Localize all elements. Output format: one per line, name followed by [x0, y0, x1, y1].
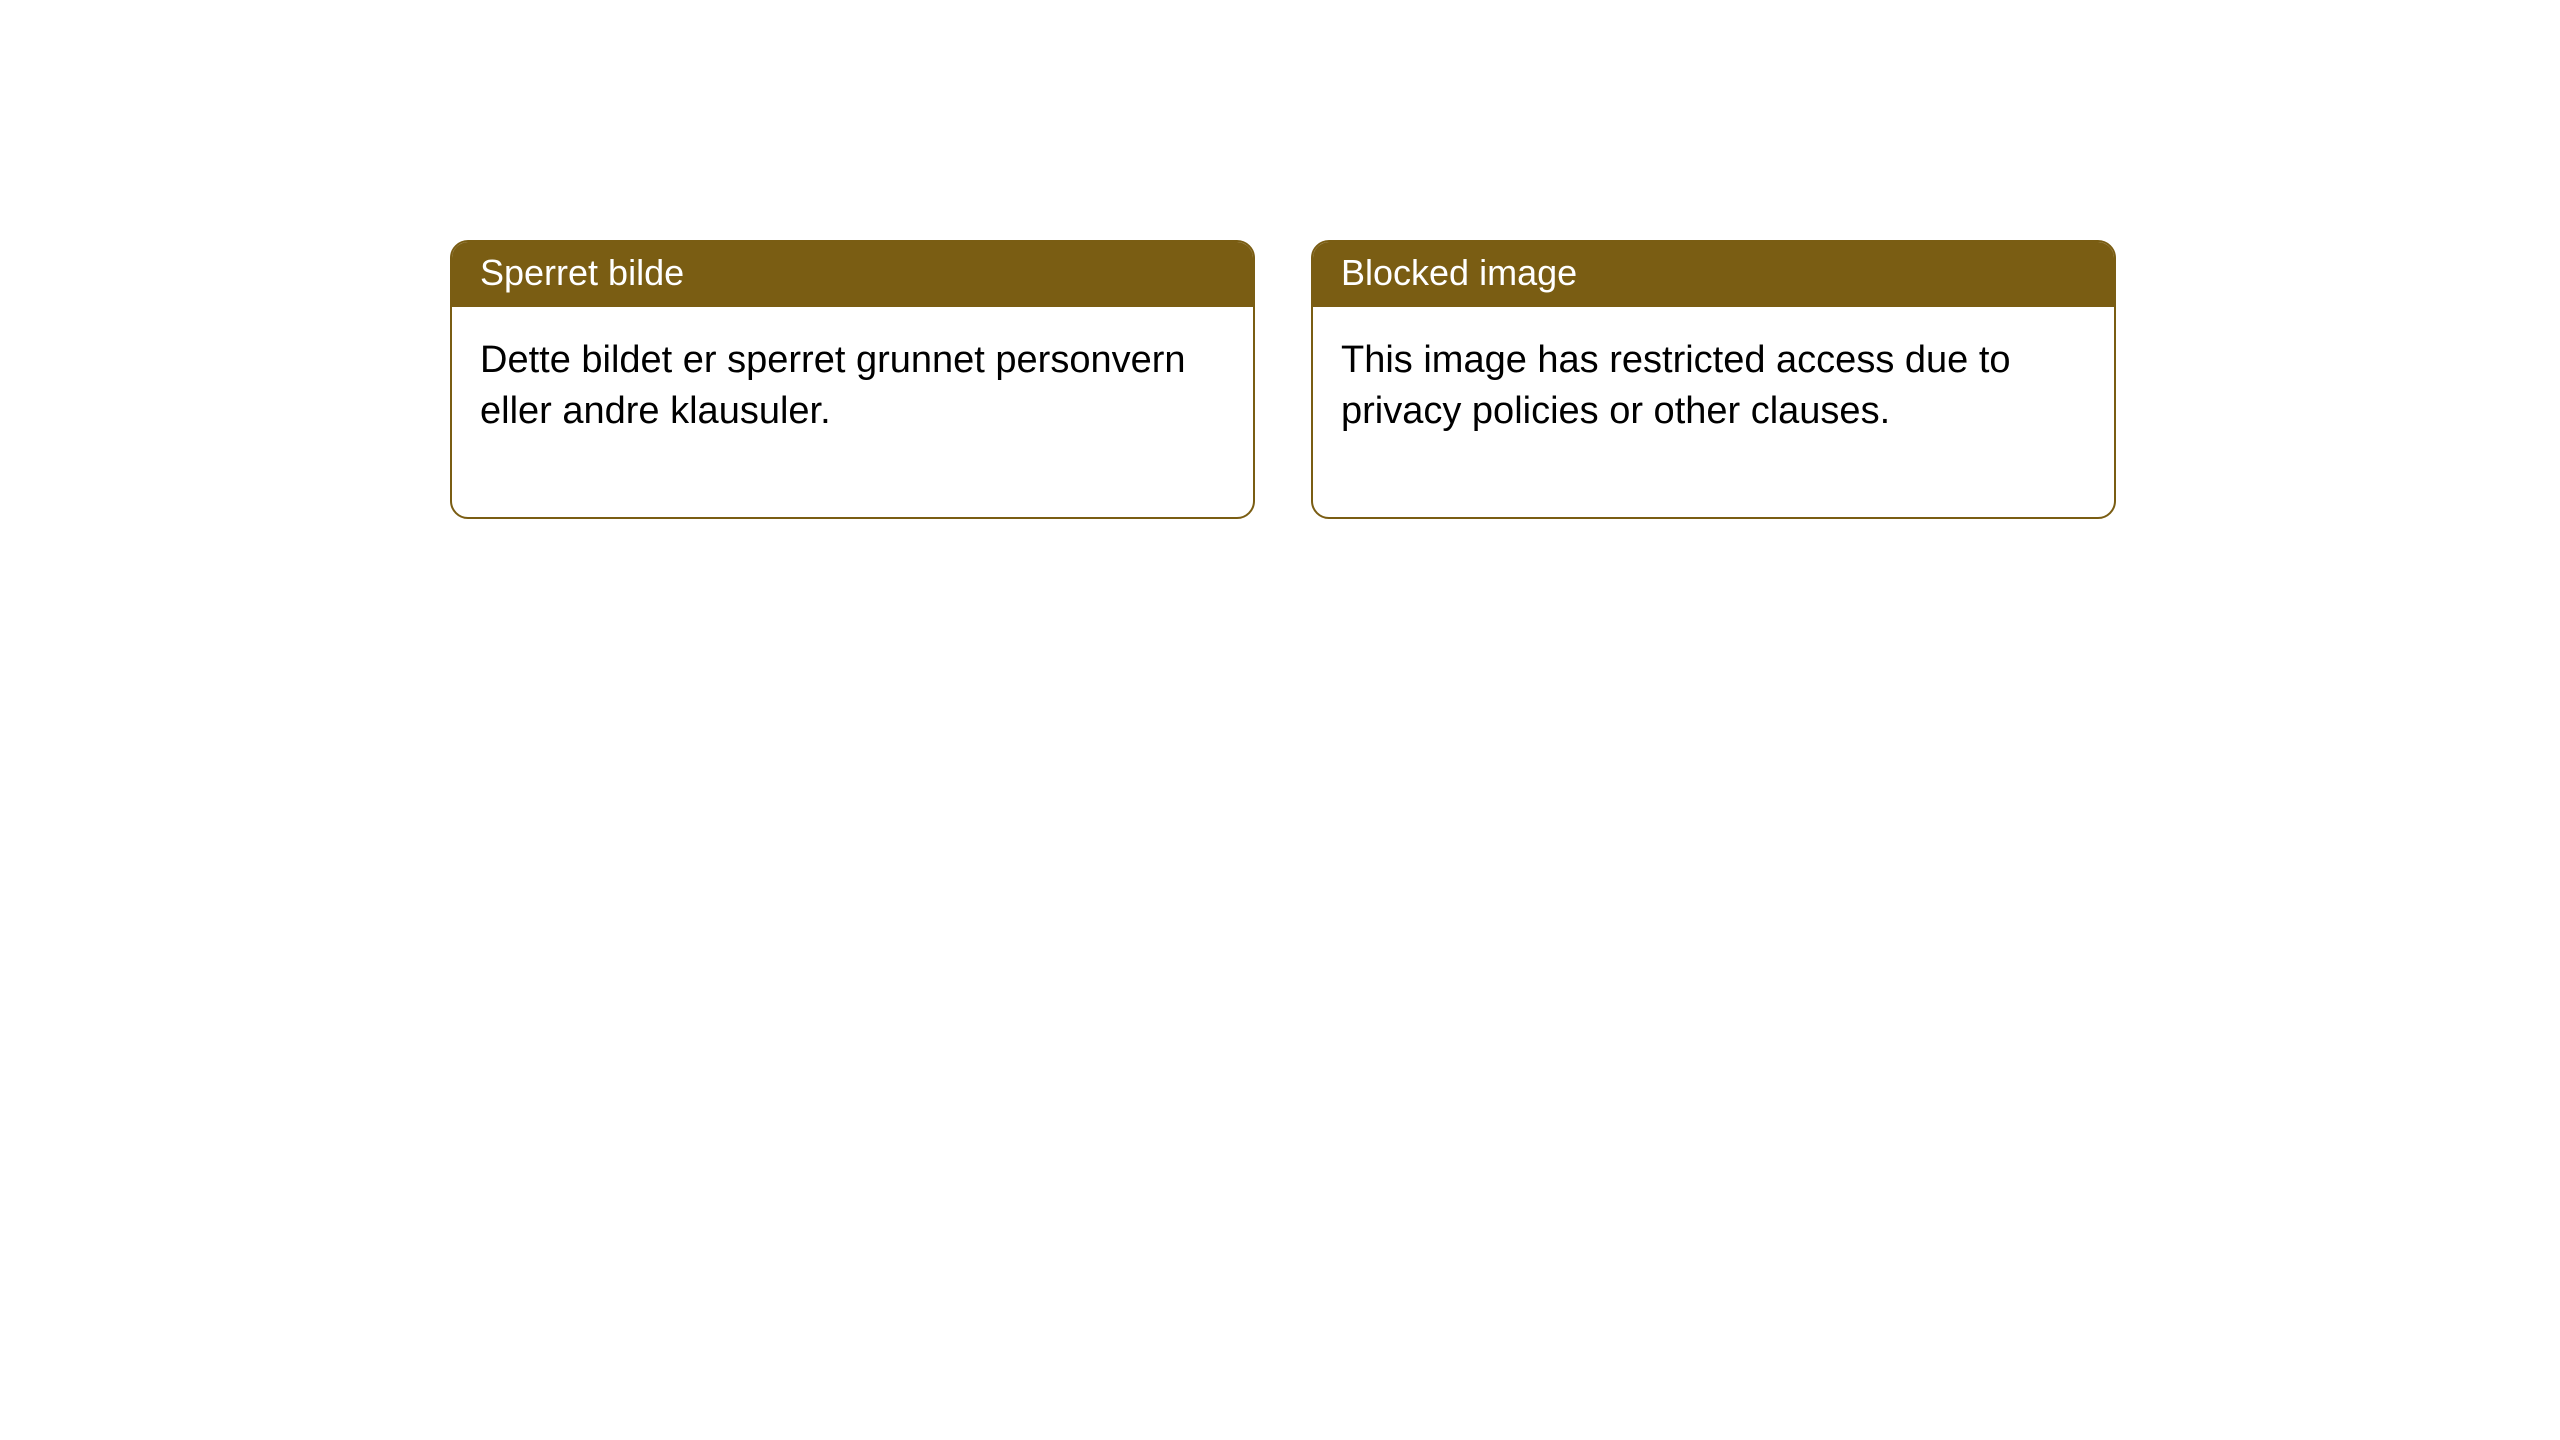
notice-body-no: Dette bildet er sperret grunnet personve…	[452, 307, 1253, 518]
notice-card-no: Sperret bilde Dette bildet er sperret gr…	[450, 240, 1255, 519]
notice-card-en: Blocked image This image has restricted …	[1311, 240, 2116, 519]
notice-container: Sperret bilde Dette bildet er sperret gr…	[0, 0, 2560, 519]
notice-header-no: Sperret bilde	[452, 242, 1253, 307]
notice-header-en: Blocked image	[1313, 242, 2114, 307]
notice-body-en: This image has restricted access due to …	[1313, 307, 2114, 518]
